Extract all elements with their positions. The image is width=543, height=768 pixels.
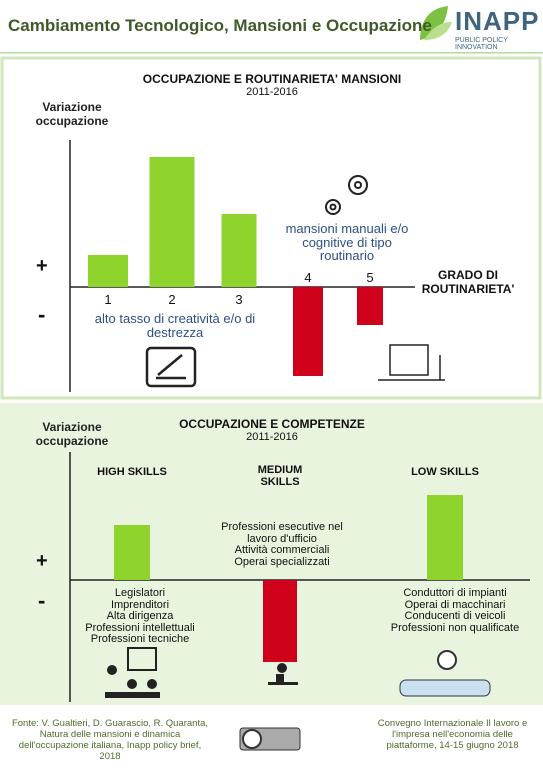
y-axis-label: Variazione occupazione bbox=[35, 420, 109, 448]
creativity-icon bbox=[145, 346, 197, 388]
chart-subtitle: 2011-2016 bbox=[246, 86, 298, 98]
panel-1 bbox=[0, 56, 542, 400]
bar bbox=[114, 525, 150, 580]
annotation-line: Attività commerciali bbox=[234, 544, 330, 557]
gears-icon bbox=[325, 175, 368, 215]
annotation-line: Alta dirigenza bbox=[106, 610, 174, 623]
category-label: 4 bbox=[304, 270, 312, 285]
annotation-line: Professioni esecutive nel lavoro d'uffic… bbox=[221, 521, 343, 545]
annotation: Legislatori Imprenditori Alta dirigenza Pro… bbox=[70, 587, 210, 646]
laptop-icon bbox=[378, 344, 445, 381]
bar bbox=[88, 255, 128, 287]
pipe-worker-icon bbox=[399, 650, 491, 697]
bar bbox=[427, 495, 463, 580]
chart-title: OCCUPAZIONE E COMPETENZE bbox=[179, 417, 365, 431]
skill-label: LOW SKILLS bbox=[411, 466, 479, 478]
bar bbox=[149, 157, 195, 287]
footer-source: Fonte: V. Gualtieri, D. Guarascio, R. Qu… bbox=[11, 718, 209, 762]
annotation-line: Imprenditori bbox=[110, 598, 170, 611]
bar bbox=[221, 214, 257, 287]
page-title: Cambiamento Tecnologico, Mansioni e Occu… bbox=[8, 16, 432, 35]
category-label: 5 bbox=[366, 270, 374, 285]
plus-sign: + bbox=[36, 550, 48, 572]
skill-label: HIGH SKILLS bbox=[97, 466, 167, 478]
bar bbox=[263, 580, 297, 662]
logo-text: INAPP bbox=[455, 6, 540, 36]
meeting-icon bbox=[105, 647, 160, 698]
annotation-line: Professioni intellettuali bbox=[85, 621, 195, 634]
logo-leaf bbox=[420, 6, 452, 40]
annotation-line: Operai specializzati bbox=[234, 555, 330, 568]
y-axis-label: Variazione occupazione bbox=[35, 100, 109, 128]
header-rule bbox=[0, 52, 543, 54]
bar bbox=[293, 287, 323, 376]
minus-sign: - bbox=[38, 302, 46, 327]
desk-worker-icon bbox=[268, 663, 298, 685]
bar bbox=[357, 287, 383, 325]
category-label: 1 bbox=[104, 292, 112, 307]
chart-title: OCCUPAZIONE E ROUTINARIETA' MANSIONI bbox=[142, 72, 402, 86]
annotation-line: mansioni manuali e/o cognitive di tipo r… bbox=[285, 221, 409, 264]
annotation-line: Professioni tecniche bbox=[90, 633, 190, 646]
x-axis-label: GRADO DI ROUTINARIETA' bbox=[421, 268, 515, 296]
annotation-line: Operai di macchinari bbox=[404, 598, 506, 611]
logo-tagline: PUBLIC POLICY INNOVATION bbox=[455, 37, 508, 51]
annotation: alto tasso di creatività e/o di destrezz… bbox=[90, 312, 260, 339]
chart-subtitle: 2011-2016 bbox=[246, 431, 298, 443]
annotation-line: Professioni non qualificate bbox=[390, 621, 520, 634]
cc-badge bbox=[239, 727, 301, 751]
skill-label: MEDIUM SKILLS bbox=[257, 464, 303, 488]
annotation-line: alto tasso di creatività e/o di destrezz… bbox=[94, 311, 256, 340]
annotation: Professioni esecutive nel lavoro d'uffic… bbox=[212, 521, 352, 568]
annotation-line: Conduttori di impianti bbox=[403, 587, 507, 599]
annotation: mansioni manuali e/o cognitive di tipo r… bbox=[277, 222, 417, 263]
category-label: 2 bbox=[168, 292, 176, 307]
annotation: Conduttori di impianti Operai di macchina… bbox=[390, 587, 520, 634]
annotation-line: Conducenti di veicoli bbox=[404, 610, 506, 623]
footer-event: Convegno Internazionale Il lavoro e l'im… bbox=[377, 718, 528, 751]
annotation-line: Legislatori bbox=[114, 587, 166, 599]
category-label: 3 bbox=[235, 292, 243, 307]
minus-sign: - bbox=[38, 588, 46, 613]
plus-sign: + bbox=[36, 255, 48, 277]
